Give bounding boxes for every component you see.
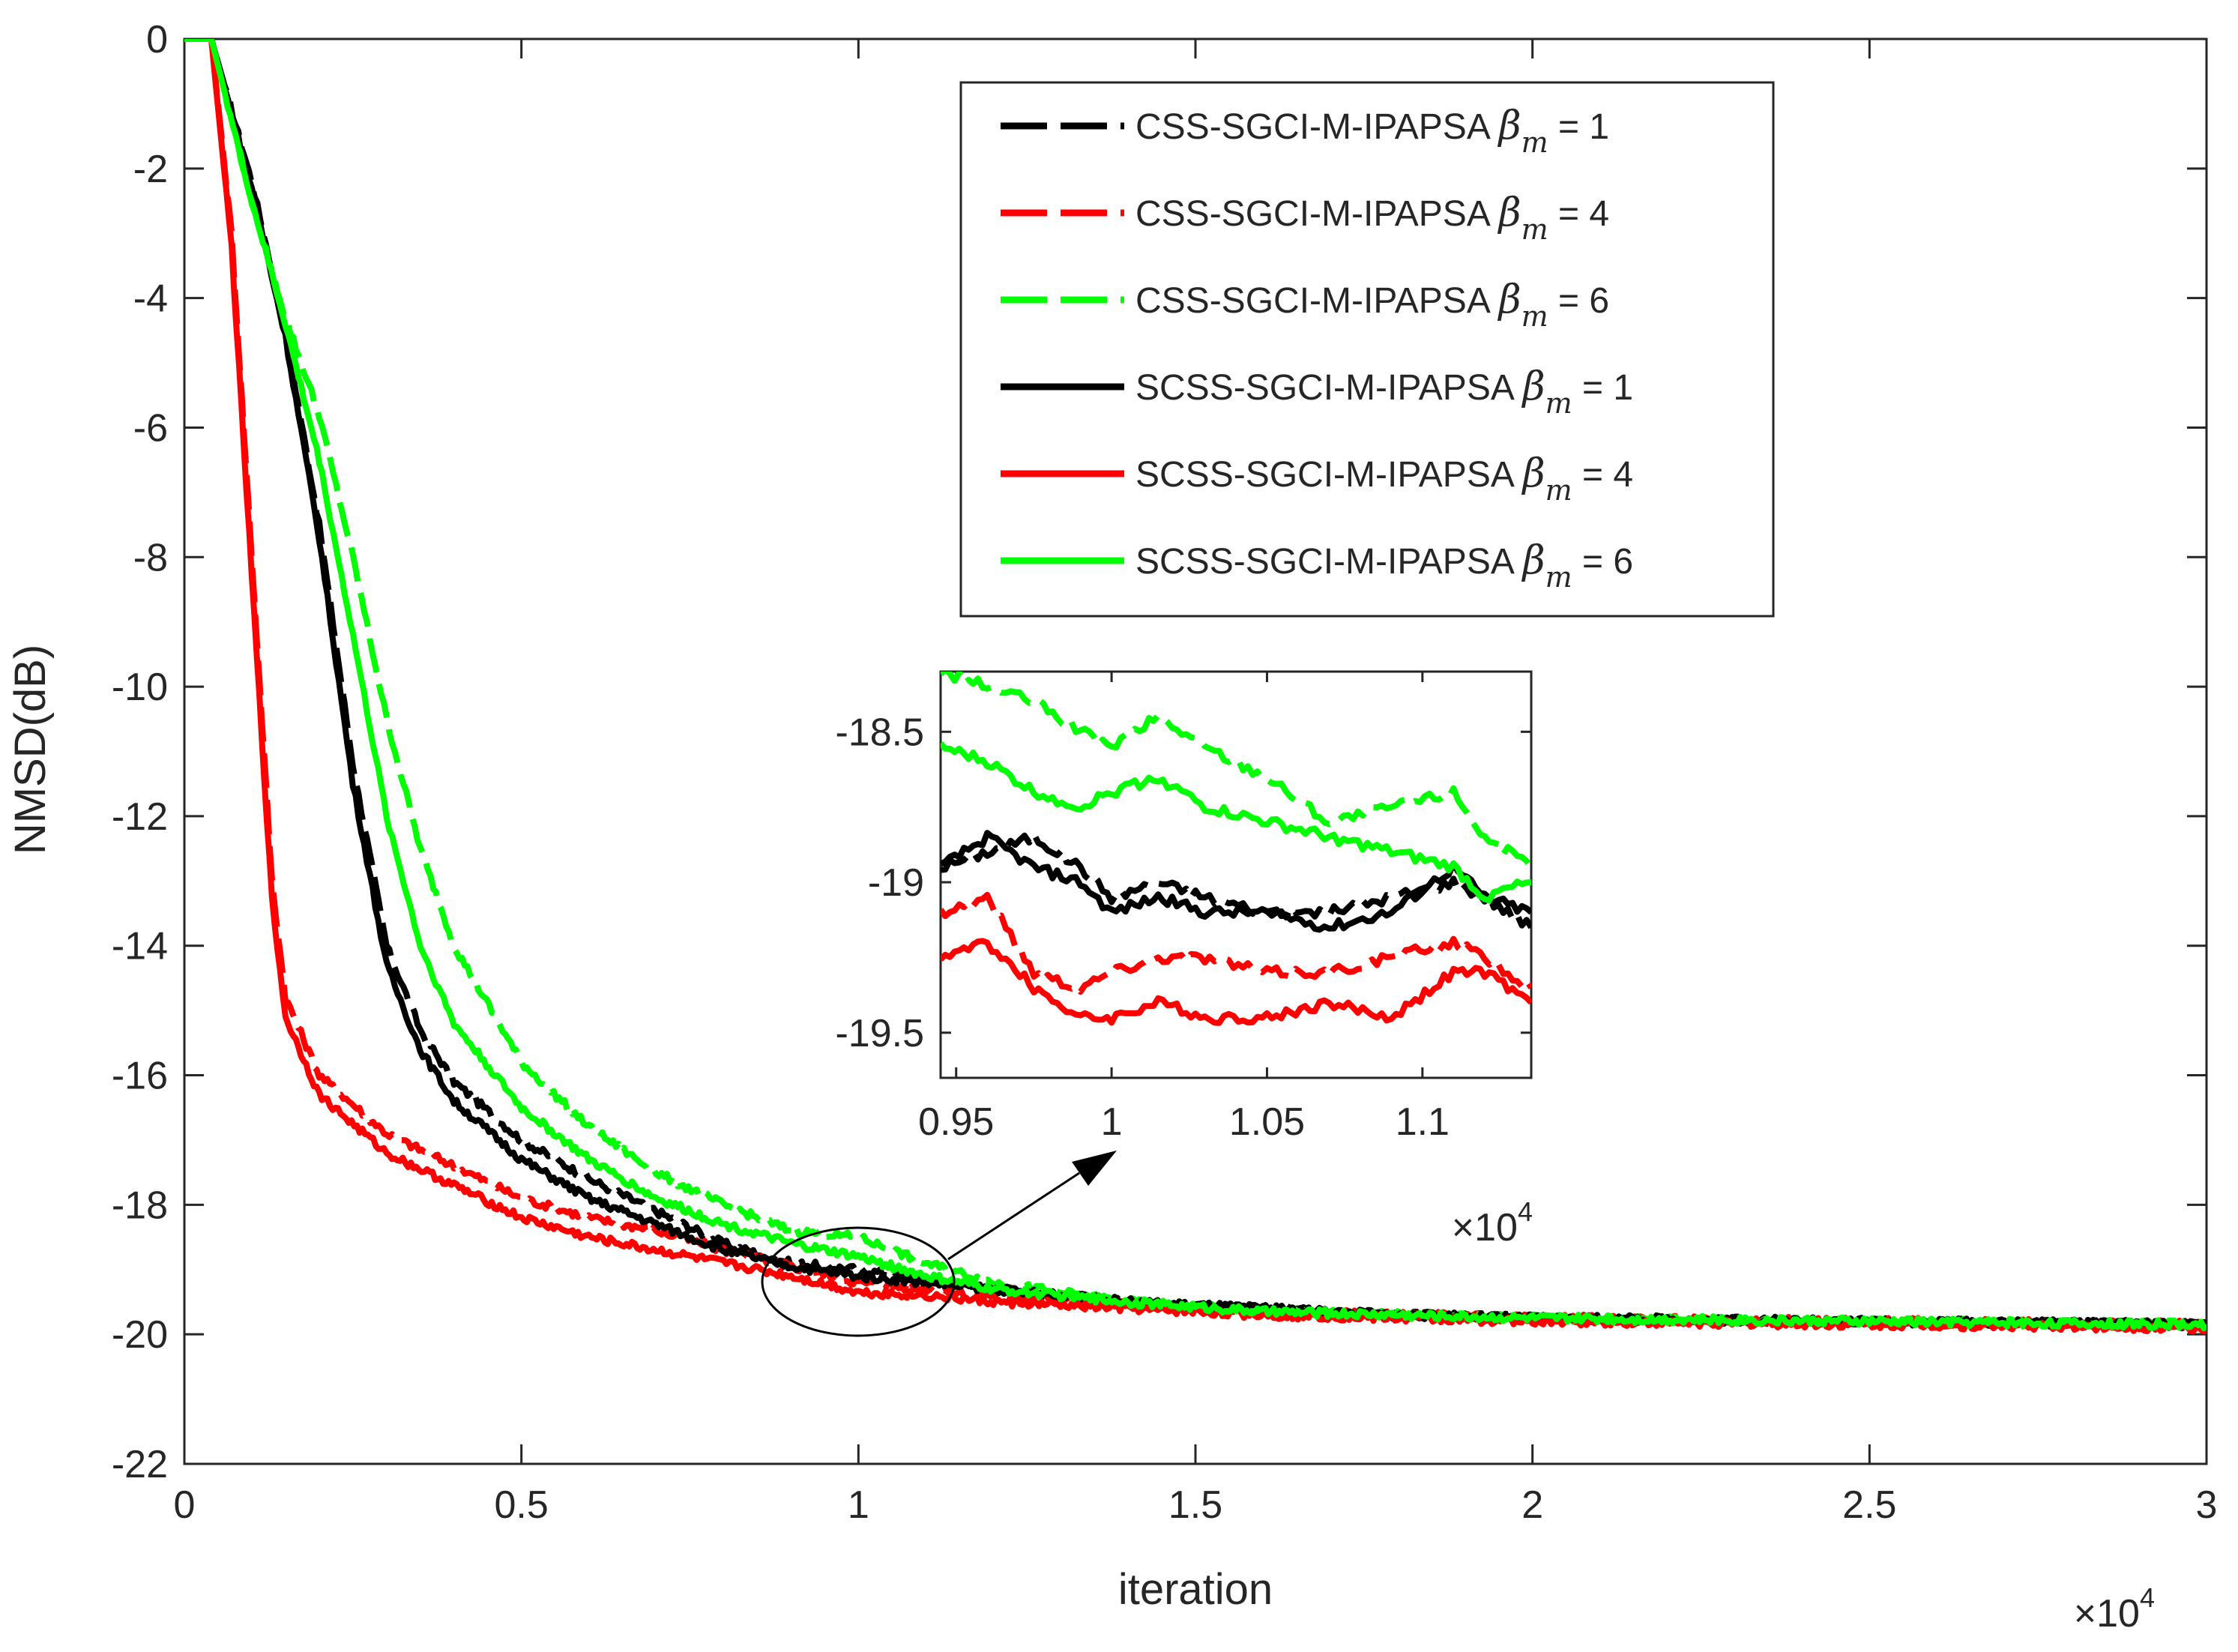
inset-series-line-4 (941, 830, 1531, 933)
inset-x-multiplier-label: ×104 (1452, 1196, 1533, 1249)
y-tick-label: -2 (133, 148, 168, 191)
legend-label-2: CSS-SGCI-M-IPAPSA βm = 4 (1135, 190, 1609, 246)
zoom-arrow-line (947, 1172, 1080, 1261)
zoom-ellipse (761, 1226, 956, 1337)
inset-series-line-2 (941, 891, 1531, 995)
y-axis-title: NMSD(dB) (6, 645, 55, 854)
y-tick-label: 0 (146, 18, 168, 61)
y-tick-label: -8 (133, 536, 168, 579)
legend: CSS-SGCI-M-IPAPSA βm = 1 CSS-SGCI-M-IPAPS… (1001, 103, 1633, 594)
inset-series-line-5 (941, 938, 1531, 1026)
legend-label-3: CSS-SGCI-M-IPAPSA βm = 6 (1135, 277, 1609, 333)
y-tick-label: -22 (112, 1443, 168, 1486)
inset-axes-ticks: 0.95 1 1.05 1.1 -18.5 -19 -19.5 (835, 672, 1531, 1144)
y-tick-label: -12 (112, 795, 168, 839)
main-series-group (184, 39, 2207, 1335)
y-tick-label: -10 (112, 666, 168, 709)
y-tick-label: -6 (133, 406, 168, 450)
legend-label-1: CSS-SGCI-M-IPAPSA βm = 1 (1135, 103, 1609, 159)
legend-label-4: SCSS-SGCI-M-IPAPSA βm = 1 (1135, 364, 1633, 420)
main-axes-ticks: 0 0.5 1 1.5 2 2.5 3 0 -2 -4 -6 -8 -10 -12 -14 -16 -18 -20… (112, 18, 2218, 1527)
x-tick-label: 2 (1521, 1483, 1543, 1527)
inset-y-tick-label: -19.5 (835, 1012, 924, 1055)
inset-frame (939, 670, 1533, 1079)
inset-y-tick-label: -19 (868, 861, 924, 905)
legend-box (959, 81, 1775, 618)
inset-x-tick-label: 1.1 (1396, 1100, 1450, 1144)
inset-x-tick-label: 1 (1101, 1100, 1123, 1144)
y-tick-label: -14 (112, 925, 168, 968)
inset-y-tick-label: -18.5 (835, 711, 924, 754)
y-tick-label: -18 (112, 1184, 168, 1227)
y-tick-label: -4 (133, 277, 168, 321)
x-tick-label: 3 (2196, 1483, 2218, 1527)
inset-x-tick-label: 0.95 (918, 1100, 994, 1144)
inset-series-group (941, 672, 1531, 1026)
legend-label-6: SCSS-SGCI-M-IPAPSA βm = 6 (1135, 538, 1633, 594)
inset-x-tick-label: 1.05 (1229, 1100, 1305, 1144)
inset-series-line-6 (941, 741, 1531, 904)
inset-series-line-3 (941, 672, 1531, 869)
x-tick-label: 1 (848, 1483, 869, 1527)
x-axis-title: iteration (1118, 1565, 1273, 1614)
y-tick-label: -20 (112, 1313, 168, 1357)
series-line-6 (184, 39, 2207, 1332)
zoom-arrow-head (1072, 1151, 1117, 1186)
legend-label-5: SCSS-SGCI-M-IPAPSA βm = 4 (1135, 451, 1633, 507)
x-tick-label: 0.5 (495, 1483, 549, 1527)
x-tick-label: 2.5 (1842, 1483, 1896, 1527)
x-tick-label: 0 (174, 1483, 196, 1527)
inset-series-line-1 (941, 830, 1531, 929)
y-tick-label: -16 (112, 1055, 168, 1098)
x-multiplier-label: ×104 (2074, 1582, 2155, 1636)
x-tick-label: 1.5 (1168, 1483, 1222, 1527)
series-line-2 (184, 39, 2207, 1332)
